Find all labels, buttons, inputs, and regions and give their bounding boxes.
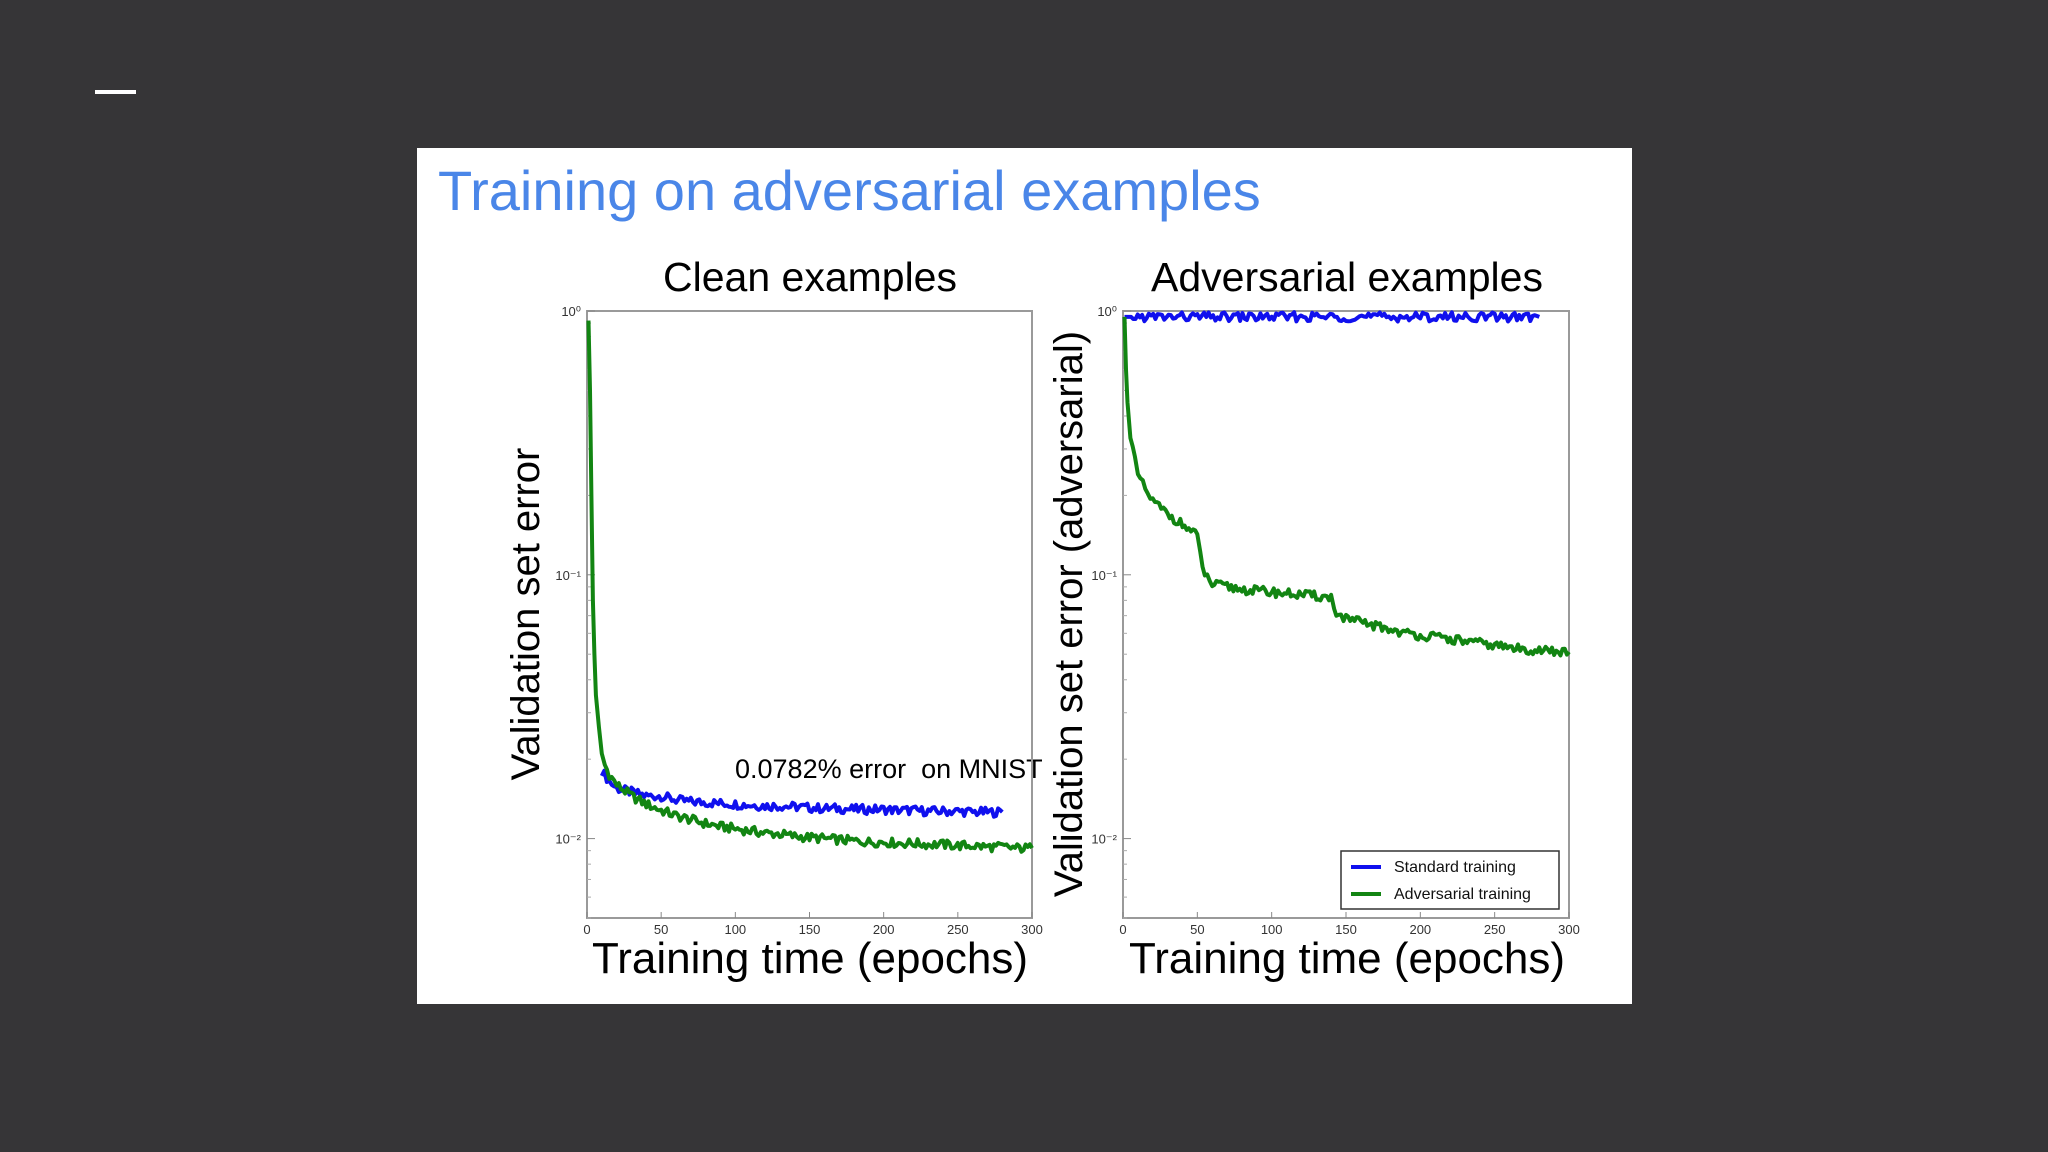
- x-tick-label: 250: [1484, 922, 1506, 937]
- x-tick-label: 100: [724, 922, 746, 937]
- plot-frame: [586, 310, 1033, 919]
- mnist-annotation: 0.0782% error on MNIST: [735, 754, 1043, 784]
- series-line-standard-training: [599, 768, 1004, 819]
- x-tick-label: 150: [1335, 922, 1357, 937]
- charts-svg: Clean examples Training time (epochs) Va…: [504, 254, 1580, 983]
- x-tick-label: 200: [1409, 922, 1431, 937]
- x-tick-label: 300: [1558, 922, 1580, 937]
- x-tick-label: 50: [1190, 922, 1204, 937]
- y-tick-label: 10⁻¹: [555, 568, 581, 583]
- x-tick-label: 200: [873, 922, 895, 937]
- chart-title-clean: Clean examples: [663, 254, 957, 300]
- figure-panel: Training on adversarial examples Clean e…: [417, 148, 1632, 1004]
- x-tick-label: 100: [1261, 922, 1283, 937]
- x-tick-label: 0: [583, 922, 590, 937]
- xlabel-clean: Training time (epochs): [592, 934, 1028, 983]
- y-tick-label: 10⁻¹: [1091, 568, 1117, 583]
- x-tick-label: 0: [1119, 922, 1126, 937]
- legend-label: Standard training: [1394, 859, 1516, 876]
- ylabel-clean: Validation set error: [504, 448, 548, 781]
- x-tick-label: 150: [799, 922, 821, 937]
- slide-title: Training on adversarial examples: [438, 159, 1261, 222]
- y-tick-label: 10⁰: [1097, 304, 1117, 319]
- y-tick-label: 10⁻²: [1091, 832, 1117, 847]
- y-tick-label: 10⁻²: [555, 832, 581, 847]
- x-tick-label: 50: [654, 922, 668, 937]
- legend-box: [1340, 850, 1560, 910]
- xlabel-adversarial: Training time (epochs): [1129, 934, 1565, 983]
- chart-title-adversarial: Adversarial examples: [1151, 254, 1543, 300]
- legend-label: Adversarial training: [1394, 886, 1531, 903]
- series-line-adversarial-training: [586, 320, 1034, 854]
- series-line-standard-training: [1124, 310, 1541, 324]
- x-tick-label: 300: [1021, 922, 1043, 937]
- x-tick-label: 250: [947, 922, 969, 937]
- slide-dash-marker: [95, 90, 136, 94]
- series-line-adversarial-training: [1122, 316, 1571, 658]
- y-tick-label: 10⁰: [561, 304, 581, 319]
- ylabel-adversarial: Validation set error (adversarial): [1047, 331, 1091, 897]
- chart-layer: 0 50 100 150 200 250 300 10⁰ 10⁻¹ 10⁻² 0 50 100 150 20…: [555, 304, 1580, 937]
